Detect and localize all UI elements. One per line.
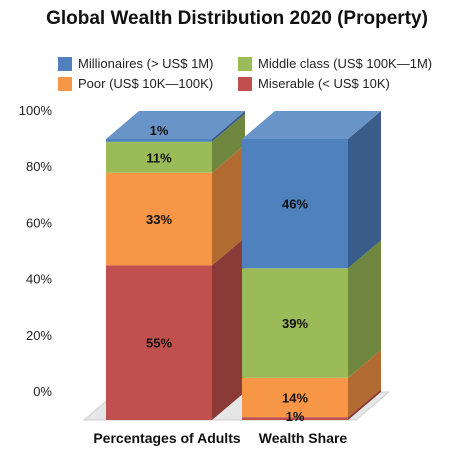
bar-segment [106,265,212,420]
bar-side [348,349,381,418]
y-tick-label: 100% [19,103,53,118]
bar-segment [242,417,348,420]
bar-side [348,111,381,269]
bar-segment [106,141,212,173]
data-label: 1% [150,123,169,138]
x-category-label: Percentages of Adults [93,430,241,446]
bar-top [106,111,245,139]
bar-side [212,237,245,420]
chart-title: Global Wealth Distribution 2020 (Propert… [46,8,428,29]
legend-label-miserable: Miserable (< US$ 10K) [258,76,390,91]
legend-swatch-poor [58,76,72,91]
legend-swatch-middle-class [238,56,252,71]
y-tick-label: 40% [26,272,52,287]
y-tick-label: 80% [26,159,52,174]
bar-segment [242,139,348,269]
bar-segment [242,268,348,378]
data-label: 1% [286,409,305,424]
bar-side [212,113,245,173]
bar-side [212,111,245,142]
data-label: 14% [282,391,308,406]
legend-item-millionaires: Millionaires (> US$ 1M) [58,56,213,71]
bar-side [348,389,381,420]
data-label: 11% [146,150,172,165]
legend-swatch-miserable [238,76,252,91]
y-tick-label: 20% [26,328,52,343]
legend-item-miserable: Miserable (< US$ 10K) [238,76,390,91]
bar-side [348,240,381,378]
legend-label-middle-class: Middle class (US$ 100K—1M) [258,56,433,71]
bar-segment [106,172,212,266]
bar-side [212,144,245,266]
x-category-label: Wealth Share [259,430,348,446]
legend-label-poor: Poor (US$ 10K—100K) [78,76,214,91]
legend-item-middle-class: Middle class (US$ 100K—1M) [238,56,432,71]
legend-swatch-millionaires [58,56,72,71]
bar-segment [242,377,348,418]
legend-label-millionaires: Millionaires (> US$ 1M) [78,56,214,71]
y-tick-label: 0% [33,384,52,399]
legend-item-poor: Poor (US$ 10K—100K) [58,76,213,91]
y-tick-label: 60% [26,215,52,230]
data-label: 33% [146,212,172,227]
data-label: 55% [146,336,172,351]
data-label: 39% [282,316,308,331]
bar-segment [106,139,212,142]
bar-top [242,111,381,139]
data-label: 46% [282,197,308,212]
